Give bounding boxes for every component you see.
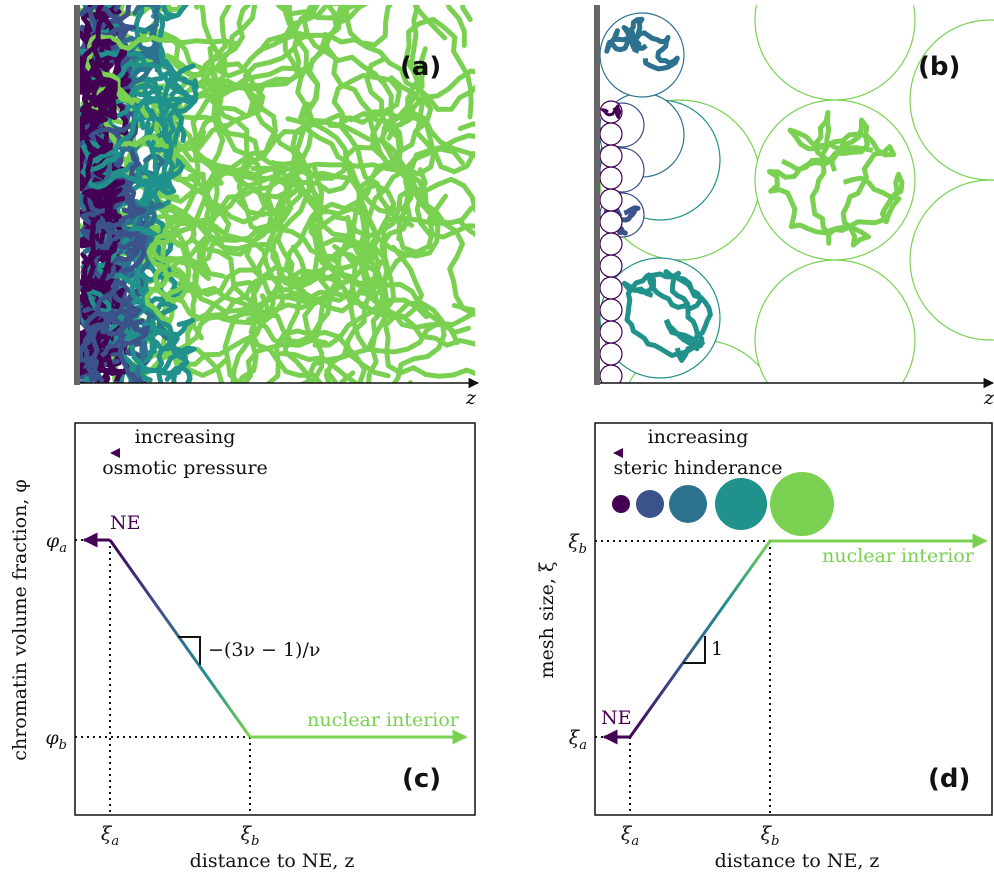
subscript: b — [59, 738, 67, 753]
blob — [600, 167, 622, 189]
slope-label: 1 — [711, 638, 723, 660]
mesh-circle — [770, 472, 834, 536]
interior-label: nuclear interior — [307, 709, 460, 731]
legend-caption: steric hinderance — [614, 457, 783, 479]
blob — [600, 233, 622, 255]
symbol: φ — [46, 530, 60, 552]
axis-label: z — [465, 387, 477, 409]
symbol: φ — [45, 727, 59, 749]
y-axis-label: chromatin volume fraction, φ — [9, 479, 31, 760]
legend-caption: osmotic pressure — [102, 457, 268, 479]
x-axis-label: distance to NE, z — [715, 850, 880, 872]
blob — [600, 211, 622, 233]
axis-label: z — [983, 387, 994, 409]
x-tick-label: ξa — [621, 823, 639, 849]
chain — [282, 354, 557, 670]
nuclear-envelope — [74, 5, 80, 385]
panel-label: (d) — [928, 764, 970, 794]
chain — [233, 340, 383, 675]
y-tick-label: φa — [46, 530, 67, 556]
y-tick-label: ξb — [568, 531, 587, 557]
x-tick-label: ξb — [241, 823, 260, 849]
legend-text: increasing — [135, 426, 236, 448]
subscript: b — [771, 834, 779, 849]
subscript: b — [579, 542, 587, 557]
blob — [755, 0, 915, 100]
mesh-circle — [612, 495, 630, 513]
mesh-circle — [669, 485, 707, 523]
x-tick-label: ξb — [761, 823, 780, 849]
interior-label: nuclear interior — [822, 545, 975, 567]
panel-label: (b) — [918, 52, 960, 82]
y-tick-label: φb — [45, 727, 67, 753]
ne-label: NE — [601, 707, 632, 729]
x-tick-label: ξa — [101, 823, 119, 849]
y-tick-label: ξa — [569, 727, 587, 753]
subscript: a — [59, 541, 67, 556]
chain — [46, 371, 342, 645]
line — [630, 541, 770, 737]
blob — [600, 343, 622, 365]
blob — [600, 299, 622, 321]
subscript: b — [251, 834, 259, 849]
subscript: a — [631, 834, 639, 849]
mesh-circle — [715, 478, 767, 530]
blob — [910, 20, 994, 180]
blob — [600, 123, 622, 145]
panel-c-frame — [75, 423, 475, 815]
blob — [600, 255, 622, 277]
blob — [600, 145, 622, 167]
x-axis-label: distance to NE, z — [190, 850, 355, 872]
y-axis-label: mesh size, ξ — [536, 562, 558, 679]
blob — [755, 260, 915, 420]
panel-label: (a) — [400, 52, 441, 82]
legend-text: increasing — [648, 426, 749, 448]
figure: (a) (b) z z increasing osmotic pressure (c) NE n… — [0, 0, 994, 878]
slope-label: −(3ν − 1)/ν — [208, 639, 320, 661]
panel-label: (c) — [402, 764, 441, 794]
mesh-circle — [636, 490, 664, 518]
blob — [600, 189, 622, 211]
nuclear-envelope — [594, 5, 600, 385]
subscript: a — [111, 834, 119, 849]
ne-label: NE — [110, 512, 141, 534]
blob — [910, 180, 994, 340]
blob — [600, 321, 622, 343]
blob — [600, 277, 622, 299]
subscript: a — [579, 738, 587, 753]
